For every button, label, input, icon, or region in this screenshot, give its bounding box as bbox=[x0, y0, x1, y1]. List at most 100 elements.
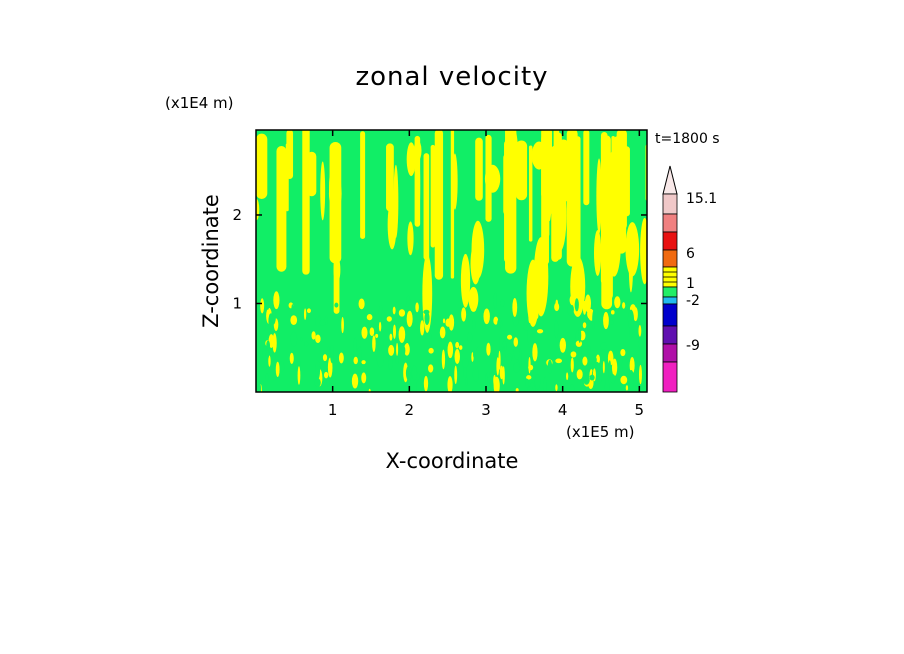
y-axis-label: Z-coordinate bbox=[199, 194, 223, 328]
field-speckle bbox=[365, 386, 369, 392]
field-speckle bbox=[268, 355, 271, 367]
field-blob bbox=[452, 153, 458, 210]
field-speckle bbox=[629, 357, 635, 374]
field-speckle bbox=[512, 298, 518, 317]
field-speckle bbox=[467, 331, 473, 343]
field-speckle bbox=[461, 307, 467, 322]
field-speckle bbox=[261, 310, 267, 331]
field-speckle bbox=[569, 294, 576, 306]
field-speckle bbox=[429, 333, 432, 347]
field-speckle bbox=[587, 308, 594, 320]
field-speckle bbox=[454, 365, 458, 385]
field-blob bbox=[484, 164, 501, 193]
field-speckle bbox=[597, 304, 602, 322]
field-speckle bbox=[407, 371, 412, 382]
colorbar-swatch bbox=[662, 231, 678, 251]
colorbar-label: -9 bbox=[686, 338, 700, 354]
field-speckle bbox=[454, 349, 460, 364]
field-speckle bbox=[496, 357, 500, 376]
field-speckle bbox=[638, 324, 642, 337]
field-speckle bbox=[368, 388, 371, 392]
field-speckle bbox=[392, 306, 396, 315]
field-speckle bbox=[420, 320, 425, 336]
field-speckle bbox=[304, 341, 309, 347]
field-speckle bbox=[448, 314, 455, 331]
field-speckle bbox=[485, 373, 488, 390]
field-speckle bbox=[515, 388, 519, 392]
field-speckle bbox=[268, 337, 274, 342]
field-speckle bbox=[525, 378, 529, 388]
field-speckle bbox=[361, 372, 367, 384]
y-axis: 12 bbox=[232, 206, 647, 312]
field-speckle bbox=[497, 320, 502, 329]
field-speckle bbox=[424, 311, 430, 325]
field-speckle bbox=[319, 319, 326, 327]
field-speckle bbox=[369, 327, 375, 337]
field-speckle bbox=[628, 369, 634, 385]
field-speckle bbox=[396, 342, 399, 356]
field-speckle bbox=[442, 318, 446, 324]
field-speckle bbox=[315, 334, 321, 344]
field-speckle bbox=[582, 356, 588, 366]
y-tick-label: 1 bbox=[232, 294, 242, 312]
field-speckle bbox=[620, 348, 626, 357]
field-streak bbox=[386, 143, 394, 212]
y-unit-label: (x1E4 m) bbox=[165, 94, 234, 112]
field-speckle bbox=[404, 343, 410, 356]
field-speckle bbox=[278, 361, 285, 373]
field-blob bbox=[509, 130, 519, 195]
field-streak bbox=[256, 133, 268, 199]
field-speckle bbox=[260, 298, 265, 314]
colorbar-label: 15.1 bbox=[686, 191, 717, 207]
field-speckle bbox=[423, 375, 429, 392]
x-tick-label: 2 bbox=[405, 401, 415, 419]
field-speckle bbox=[554, 320, 559, 339]
field-blob bbox=[406, 142, 416, 177]
colorbar-label: -2 bbox=[686, 293, 700, 309]
field-speckle bbox=[502, 346, 506, 366]
x-tick-label: 4 bbox=[558, 401, 568, 419]
field-speckle bbox=[256, 381, 262, 392]
field-speckle bbox=[610, 310, 615, 315]
field-blob bbox=[460, 253, 471, 308]
field-speckle bbox=[506, 355, 512, 365]
field-speckle bbox=[392, 324, 396, 339]
field-speckle bbox=[575, 340, 583, 347]
field-blob bbox=[531, 141, 547, 170]
field-speckle bbox=[600, 341, 607, 350]
field-speckle bbox=[570, 351, 577, 358]
field-streak bbox=[543, 146, 550, 238]
field-speckle bbox=[498, 350, 501, 370]
colorbar-swatch bbox=[662, 361, 678, 393]
field-speckle bbox=[486, 342, 491, 356]
field-streak bbox=[434, 130, 444, 280]
field-speckle bbox=[266, 340, 270, 351]
field-speckle bbox=[609, 373, 616, 384]
field-speckle bbox=[578, 327, 582, 343]
field-speckle bbox=[535, 311, 539, 319]
field-speckle bbox=[614, 296, 621, 309]
field-speckle bbox=[275, 361, 280, 377]
field-speckle bbox=[273, 291, 280, 310]
field-speckle bbox=[353, 337, 357, 354]
field-speckle bbox=[621, 356, 628, 374]
field-speckle bbox=[290, 331, 298, 347]
field-streak bbox=[360, 131, 366, 239]
plot-frame bbox=[255, 129, 648, 393]
field-speckle bbox=[458, 345, 463, 350]
field-speckle bbox=[353, 356, 358, 365]
field-speckle bbox=[377, 336, 384, 351]
field-speckle bbox=[315, 360, 321, 380]
field-speckle bbox=[289, 352, 294, 365]
field-speckle bbox=[322, 354, 328, 362]
field-speckle bbox=[266, 305, 269, 310]
field-streak bbox=[430, 144, 436, 248]
field-speckle bbox=[388, 358, 393, 370]
contour-field bbox=[256, 130, 647, 392]
field-speckle bbox=[581, 340, 588, 360]
chart-title: zonal velocity bbox=[355, 62, 548, 92]
field-speckle bbox=[566, 372, 569, 381]
field-speckle bbox=[536, 329, 544, 334]
field-speckle bbox=[465, 377, 468, 386]
